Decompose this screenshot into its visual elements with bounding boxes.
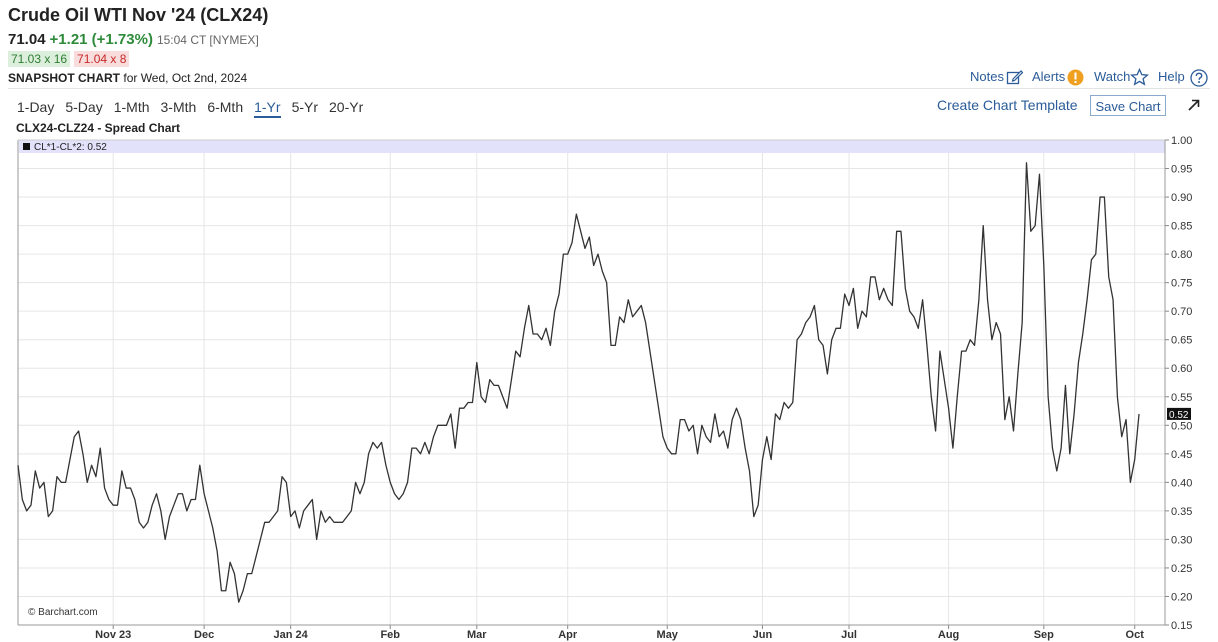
watch-icon [1130, 68, 1149, 86]
quote-line: 71.04 +1.21 (+1.73%) 15:04 CT [NYMEX] [8, 31, 259, 48]
period-option[interactable]: 5-Yr [291, 99, 319, 115]
y-tick-label: 0.30 [1171, 534, 1192, 546]
last-value-badge [1167, 407, 1191, 420]
period-option[interactable]: 5-Day [65, 99, 103, 115]
create-template[interactable]: Create Chart Template [937, 97, 1078, 113]
snapshot-label: SNAPSHOT CHART [8, 71, 121, 85]
alerts-link[interactable]: Alerts [1032, 69, 1066, 84]
x-tick-label: Nov 23 [95, 629, 131, 641]
time: 15:04 CT [NYMEX] [156, 33, 259, 47]
x-tick-label: May [657, 629, 679, 641]
notes-link[interactable]: Notes [970, 69, 1004, 84]
period-option[interactable]: 20-Yr [329, 99, 364, 115]
y-tick-label: 1.00 [1171, 135, 1192, 147]
x-tick-label: Mar [467, 629, 487, 641]
y-tick-label: 0.95 [1171, 164, 1192, 176]
x-tick-label: Oct [1126, 629, 1145, 641]
period-selector: 1-Day 5-Day 1-Mth 3-Mth 6-Mth 1-Yr 5-Yr 20-Yr [17, 99, 374, 118]
y-tick-label: 0.45 [1171, 449, 1192, 461]
last-value-label: 0.52 [1169, 410, 1189, 421]
separator [8, 88, 1210, 89]
legend-text: CL*1-CL*2: 0.52 [34, 142, 107, 153]
snapshot-date: for Wed, Oct 2nd, 2024 [123, 71, 248, 85]
x-tick-label: Jul [841, 629, 857, 641]
plot-area [18, 140, 1165, 625]
notes-icon [1006, 70, 1023, 85]
ask: 71.04 x 8 [74, 51, 130, 67]
y-tick-label: 0.55 [1171, 392, 1192, 404]
y-tick-label: 0.40 [1171, 477, 1192, 489]
period-option[interactable]: 6-Mth [207, 99, 244, 115]
period-option[interactable]: 1-Day [17, 99, 55, 115]
alerts-icon [1067, 69, 1084, 86]
y-tick-label: 0.60 [1171, 363, 1192, 375]
snapshot: SNAPSHOT CHART for Wed, Oct 2nd, 2024 [8, 71, 247, 85]
series-line [17, 162, 1140, 603]
credit: © Barchart.com [28, 607, 98, 618]
y-tick-label: 0.85 [1171, 221, 1192, 233]
title: Crude Oil WTI Nov '24 (CLX24) [8, 5, 269, 25]
x-tick-label: Jun [753, 629, 773, 641]
y-tick-label: 0.75 [1171, 278, 1192, 290]
legend-band [19, 140, 1165, 153]
y-tick-label: 0.15 [1171, 620, 1192, 632]
y-tick-label: 0.65 [1171, 335, 1192, 347]
period-option[interactable]: 1-Yr [254, 99, 281, 118]
x-tick-label: Feb [380, 629, 400, 641]
x-tick-label: Dec [194, 629, 214, 641]
change: +1.21 (+1.73%) [49, 31, 153, 48]
help-link[interactable]: Help [1158, 69, 1185, 84]
y-tick-label: 0.50 [1171, 420, 1192, 432]
watch-link[interactable]: Watch [1094, 69, 1131, 84]
y-tick-label: 0.20 [1171, 591, 1192, 603]
x-tick-label: Apr [558, 629, 578, 641]
bid-ask: 71.03 x 16 71.04 x 8 [8, 51, 130, 67]
help-icon [1190, 69, 1208, 87]
y-tick-label: 0.80 [1171, 249, 1192, 261]
y-tick-label: 0.35 [1171, 506, 1192, 518]
x-tick-label: Sep [1034, 629, 1054, 641]
save-chart-button[interactable]: Save Chart [1090, 95, 1166, 116]
legend-swatch [23, 143, 30, 150]
y-tick-label: 0.90 [1171, 192, 1192, 204]
y-tick-label: 0.70 [1171, 306, 1192, 318]
expand-icon[interactable] [1186, 97, 1202, 113]
bid: 71.03 x 16 [8, 51, 71, 67]
x-tick-label: Jan 24 [274, 629, 309, 641]
period-option[interactable]: 3-Mth [160, 99, 197, 115]
x-tick-label: Aug [938, 629, 959, 641]
y-tick-label: 0.25 [1171, 563, 1192, 575]
price: 71.04 [8, 31, 46, 48]
chart-title: CLX24-CLZ24 - Spread Chart [16, 121, 181, 135]
period-option[interactable]: 1-Mth [113, 99, 150, 115]
